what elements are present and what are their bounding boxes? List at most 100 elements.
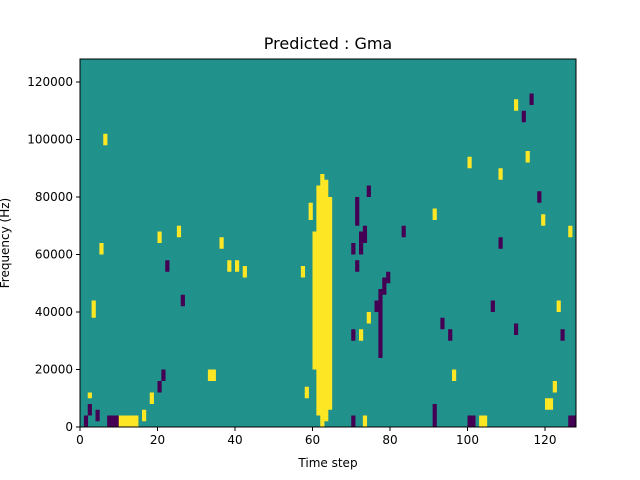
x-tick-label: 40 (227, 433, 242, 447)
heatmap-cell-high (122, 415, 127, 427)
heatmap-cell-low (351, 329, 356, 341)
x-tick-label: 100 (456, 433, 479, 447)
heatmap-cell-low (180, 294, 185, 307)
heatmap-cell-high (366, 312, 371, 324)
plot-frame (79, 58, 577, 428)
heatmap-cell-high (328, 197, 333, 410)
heatmap-cell-high (452, 369, 457, 381)
heatmap-cell-high (103, 133, 108, 146)
x-tick-label: 0 (76, 433, 84, 447)
heatmap-cell-high (483, 415, 488, 427)
x-tick-label: 60 (305, 433, 320, 447)
y-tick-label: 40000 (35, 305, 73, 319)
heatmap-cell-high (552, 381, 557, 393)
heatmap-cell-low (514, 323, 519, 335)
heatmap-cell-high (149, 392, 154, 404)
heatmap-cell-low (537, 191, 542, 203)
x-tick-label: 120 (534, 433, 557, 447)
heatmap-cell-high (176, 225, 182, 238)
heatmap-cell-high (304, 386, 309, 399)
heatmap-cell-low (351, 415, 356, 427)
y-tick-label: 20000 (35, 363, 73, 377)
heatmap-cell-low (529, 93, 534, 105)
heatmap-cells (83, 93, 577, 427)
heatmap-cell-low (490, 300, 495, 312)
heatmap-cell-low (560, 329, 565, 341)
heatmap-cell-low (448, 329, 453, 341)
heatmap-cell-high (312, 231, 317, 370)
heatmap-cell-high (219, 237, 224, 249)
heatmap-cell-low (111, 415, 116, 427)
heatmap-cell-low (157, 381, 162, 393)
heatmap-cell-low (351, 243, 356, 255)
heatmap-cell-high (467, 156, 472, 169)
heatmap-cell-low (382, 277, 387, 295)
y-axis: 0 20000 40000 60000 80000 100000 120000 (27, 75, 80, 434)
heatmap-cell-low (359, 231, 364, 255)
heatmap-cell-high (207, 369, 213, 381)
heatmap-cell-low (366, 185, 371, 197)
heatmap-cell-high (320, 174, 325, 427)
heatmap-cell-low (87, 404, 92, 416)
x-axis: 0 20 40 60 80 100 120 (76, 427, 556, 447)
heatmap-cell-high (359, 329, 364, 341)
heatmap-cell-high (126, 415, 131, 427)
heatmap-cell-high (324, 179, 329, 422)
heatmap-cell-high (498, 168, 503, 180)
heatmap-cell-high (118, 415, 123, 427)
heatmap-cell-low (107, 415, 112, 427)
heatmap-cell-high (541, 214, 546, 226)
heatmap-cell-high (514, 99, 519, 111)
heatmap-cell-high (134, 415, 139, 427)
heatmap-cell-high (308, 202, 313, 220)
heatmap-cell-high (300, 266, 306, 278)
heatmap-cell-high (157, 231, 162, 243)
heatmap-cell-low (572, 415, 577, 427)
y-tick-label: 0 (65, 420, 73, 434)
heatmap-cell-low (401, 225, 406, 238)
y-tick-label: 80000 (35, 190, 73, 204)
heatmap-cell-low (374, 300, 379, 312)
heatmap-cell-high (242, 266, 247, 278)
heatmap-cell-high (211, 369, 216, 381)
y-tick-label: 60000 (35, 248, 73, 262)
plot-area (79, 58, 577, 428)
heatmap-cell-low (165, 260, 170, 272)
x-tick-label: 80 (382, 433, 397, 447)
heatmap-cell-high (316, 185, 321, 416)
x-axis-label: Time step (297, 456, 357, 470)
heatmap-cell-high (525, 151, 530, 163)
chart-title: Predicted : Gma (264, 34, 392, 53)
y-tick-label: 100000 (27, 133, 73, 147)
heatmap-cell-high (235, 260, 240, 272)
heatmap-cell-low (568, 415, 573, 427)
heatmap-cell-high (432, 208, 437, 220)
heatmap-cell-low (467, 415, 472, 427)
heatmap-cell-low (355, 197, 360, 226)
heatmap-cell-high (479, 415, 484, 427)
x-tick-label: 20 (150, 433, 165, 447)
heatmap-cell-high (130, 415, 135, 427)
heatmap-cell-low (114, 415, 120, 427)
heatmap-cell-high (87, 392, 92, 399)
heatmap-cell-low (471, 415, 476, 427)
heatmap-cell-low (498, 237, 503, 249)
heatmap-cell-high (548, 398, 554, 410)
heatmap-cell-high (91, 300, 96, 318)
heatmap-cell-high (227, 260, 232, 272)
heatmap-cell-low (161, 369, 166, 381)
y-axis-label: Frequency (Hz) (0, 198, 12, 289)
heatmap-cell-low (378, 289, 383, 358)
heatmap-cell-low (521, 110, 526, 123)
y-tick-label: 120000 (27, 75, 73, 89)
heatmap-cell-low (95, 409, 100, 422)
heatmap-cell-high (142, 409, 147, 422)
heatmap-cell-high (556, 300, 561, 312)
heatmap-cell-high (99, 243, 104, 255)
heatmap-cell-low (83, 415, 89, 427)
heatmap-cell-low (440, 317, 445, 330)
heatmap-cell-low (386, 271, 391, 284)
heatmap-cell-low (432, 404, 437, 427)
heatmap-cell-high (545, 398, 550, 410)
